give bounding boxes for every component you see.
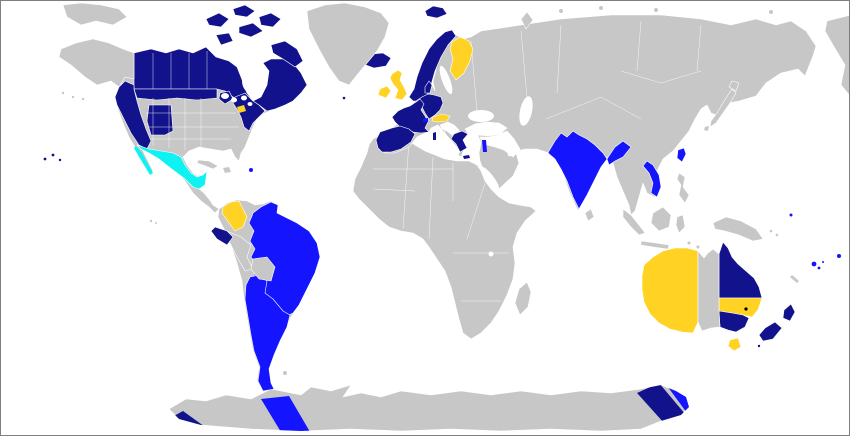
region-new-guinea (712, 216, 764, 242)
region-israel (482, 140, 487, 152)
region-southern-cone (244, 274, 291, 392)
region-australia-wa (641, 247, 699, 334)
region-greenland (306, 2, 390, 86)
region-cuba (196, 159, 219, 170)
region-mexico (136, 144, 208, 190)
region-alaska (58, 38, 135, 88)
region-new-caledonia (790, 275, 799, 283)
region-usa-mountain-west (146, 104, 174, 136)
region-crete (463, 155, 470, 159)
region-indonesia (622, 206, 700, 250)
red-sea (480, 166, 500, 190)
region-canada-arctic-islands (205, 4, 304, 68)
region-baja-california (134, 146, 153, 175)
lake-victoria (488, 251, 494, 257)
region-usa-west-coast (114, 80, 152, 150)
north-america-internal-borders (146, 51, 239, 150)
region-tasmania (727, 337, 742, 352)
region-usa-northeast (232, 92, 266, 132)
caspian-sea (519, 96, 533, 126)
region-austria (431, 113, 451, 123)
region-denmark (424, 80, 433, 94)
baltic-sea (439, 65, 453, 95)
region-philippines (676, 172, 690, 204)
aleutian-islands (61, 91, 85, 101)
region-hispaniola (223, 167, 231, 173)
region-antarctic-claim-left-blue (261, 396, 313, 431)
region-australia-nt-sa (697, 248, 721, 332)
region-ireland (377, 85, 392, 99)
region-colombia (221, 200, 248, 232)
region-greece (450, 130, 469, 153)
region-australia-vic (718, 310, 750, 333)
region-usa-northern-tier (133, 88, 218, 101)
hudson-bay (242, 68, 264, 94)
region-falkland-islands (283, 371, 287, 375)
region-russia-east-edge (824, 15, 849, 96)
region-pacific-islands (789, 213, 841, 270)
region-corsica (433, 132, 436, 140)
region-arctic-islands-russia (520, 6, 773, 30)
region-hawaii (43, 153, 62, 162)
region-azores (342, 96, 346, 100)
region-finland (449, 36, 474, 81)
region-new-zealand (757, 303, 796, 348)
region-galapagos (149, 219, 157, 224)
region-chukotka-west (62, 2, 128, 26)
region-bangladesh-ne-india (606, 140, 632, 166)
region-bolivia (250, 256, 276, 282)
africa-internal-borders (372, 140, 509, 302)
region-vietnam (642, 160, 662, 198)
region-turkey (464, 121, 508, 137)
region-iberia (375, 125, 416, 153)
region-solomon-islands (769, 229, 779, 237)
region-sri-lanka (584, 208, 595, 222)
region-switzerland (423, 118, 428, 122)
region-svalbard (424, 5, 448, 19)
region-taiwan (676, 147, 687, 163)
region-usa-new-york-area (237, 105, 246, 113)
region-japan (704, 80, 740, 131)
region-united-kingdom (389, 69, 408, 101)
region-australia-act (744, 307, 748, 311)
region-ecuador (210, 226, 234, 246)
region-africa (352, 132, 537, 340)
region-germany-benelux (415, 93, 444, 120)
region-madagascar (514, 281, 532, 316)
region-india (547, 130, 608, 210)
region-lesser-antilles (249, 168, 253, 172)
great-lakes (221, 93, 253, 106)
black-sea (468, 110, 494, 122)
